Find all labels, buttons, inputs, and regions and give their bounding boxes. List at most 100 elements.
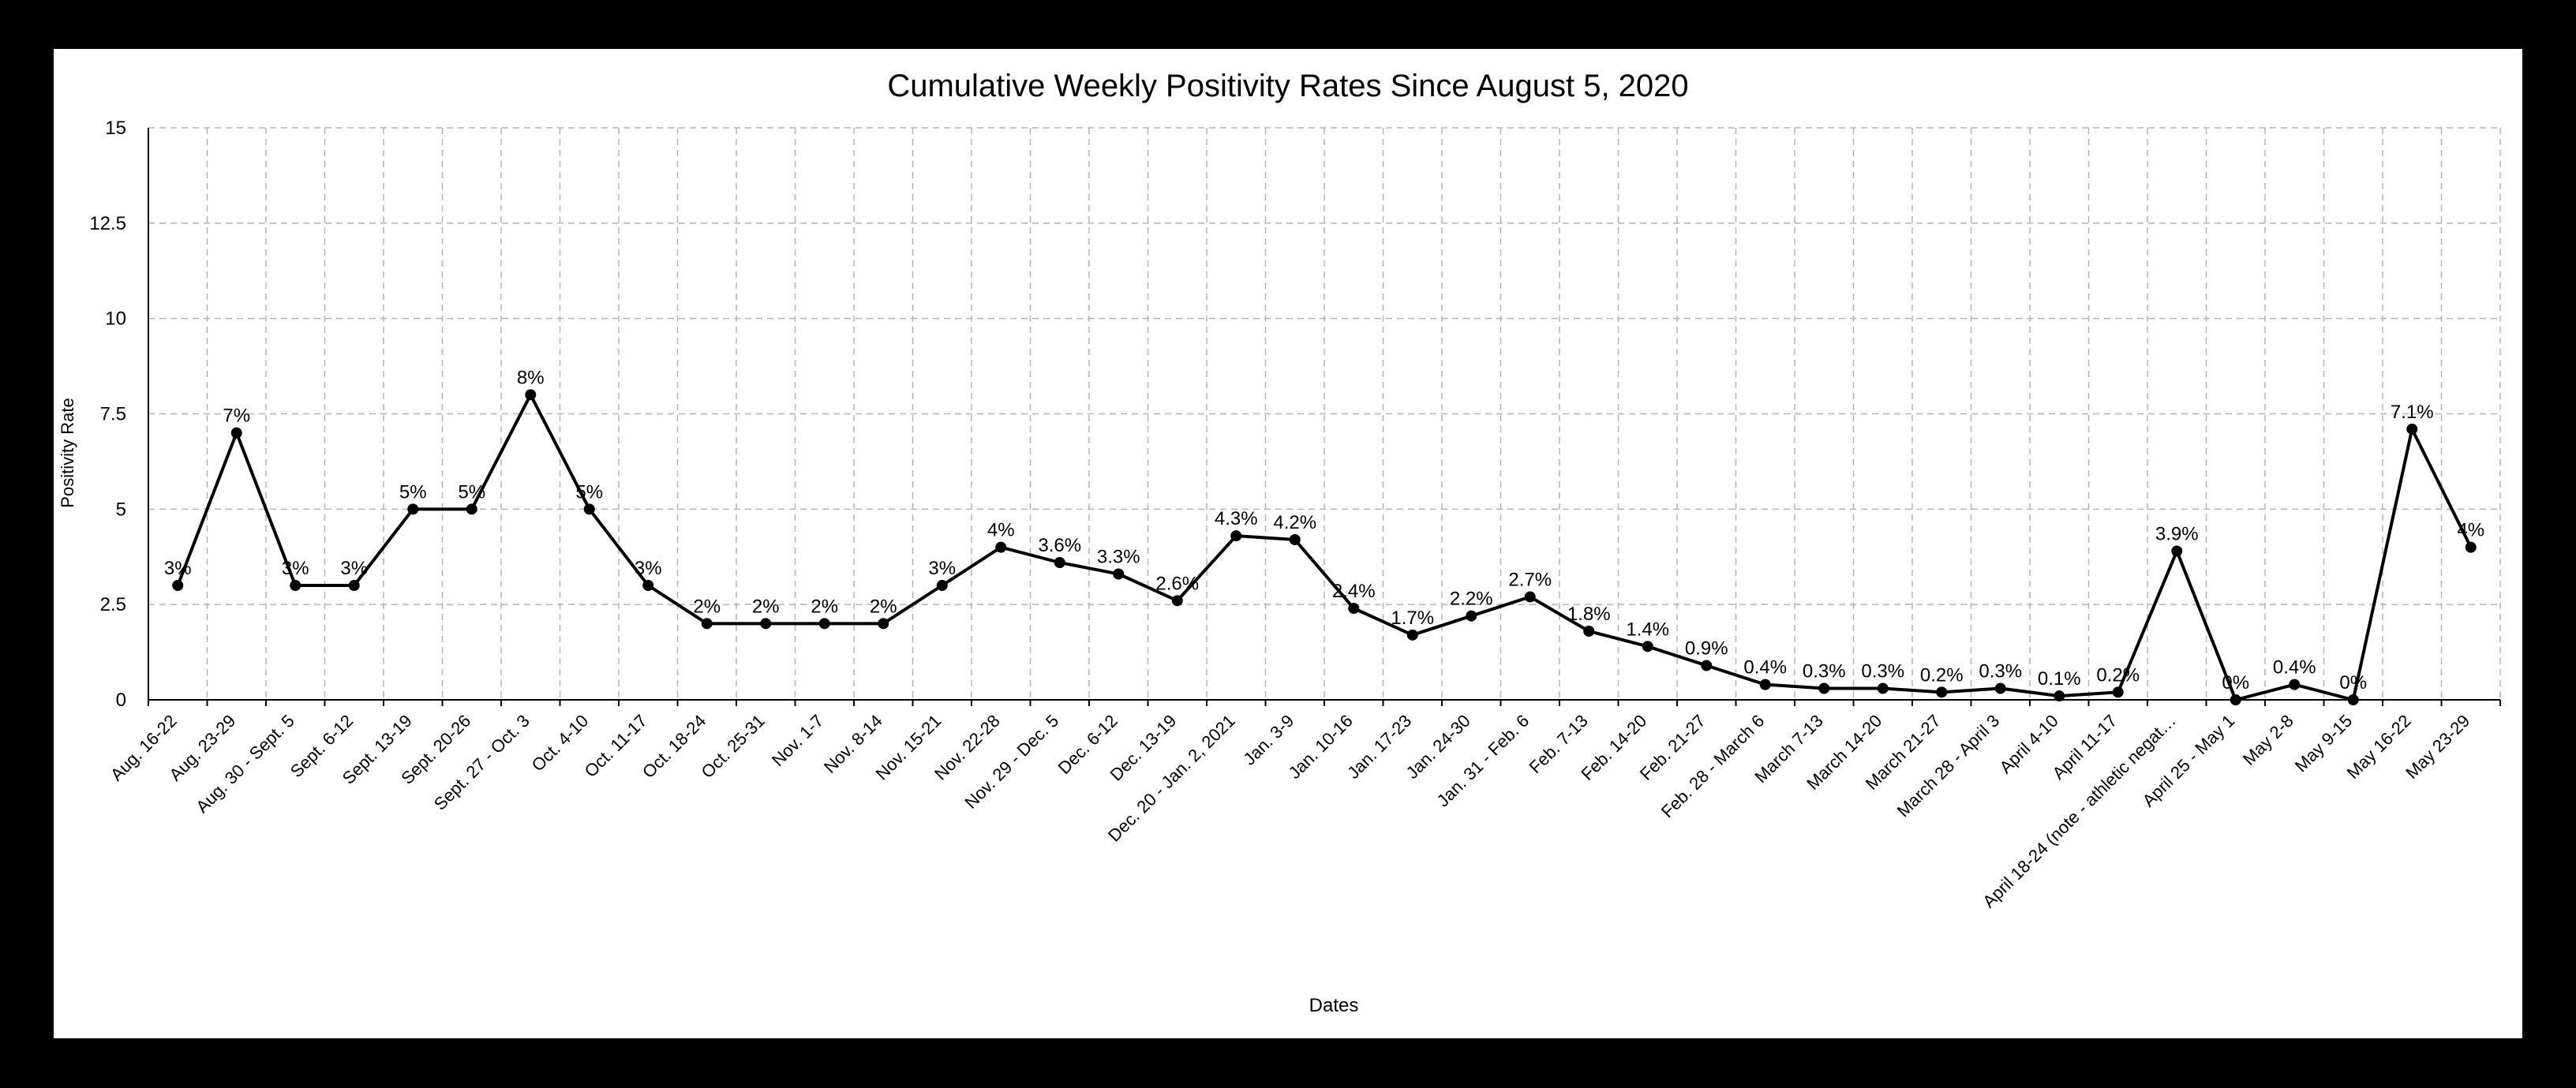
data-label: 0.3% [1861, 661, 1904, 682]
data-point [701, 618, 713, 630]
data-label: 3.3% [1097, 547, 1140, 568]
data-point [995, 541, 1007, 553]
data-point [2171, 545, 2183, 557]
data-point [1113, 568, 1125, 580]
data-label: 0.2% [2096, 664, 2140, 686]
x-axis-label: Dates [1309, 995, 1359, 1016]
data-label: 2% [752, 596, 780, 617]
data-point [1759, 679, 1771, 690]
data-point [1701, 660, 1713, 671]
data-label: 4% [2457, 520, 2484, 541]
data-label: 2% [870, 596, 897, 617]
data-label: 0% [2339, 672, 2367, 694]
data-label: 7.1% [2391, 402, 2434, 423]
x-tick-label: Jan. 3-9 [1239, 711, 1297, 769]
data-point [1348, 603, 1360, 614]
data-label: 0.4% [2273, 657, 2316, 679]
data-label: 2.4% [1332, 581, 1376, 602]
data-label: 3% [928, 558, 956, 579]
data-point [642, 580, 654, 591]
data-point [2406, 423, 2418, 435]
data-point [2289, 679, 2301, 690]
data-label: 0.3% [1803, 661, 1846, 682]
x-tick-label: Nov. 1-7 [768, 711, 827, 770]
data-label: 0.1% [2038, 668, 2081, 690]
data-point [1406, 629, 1418, 641]
data-point [1054, 557, 1065, 568]
y-tick-label: 10 [105, 308, 126, 330]
data-point [760, 618, 772, 630]
y-tick-label: 15 [105, 118, 126, 139]
data-point [1524, 591, 1536, 603]
chart-panel: Cumulative Weekly Positivity Rates Since… [54, 49, 2522, 1038]
data-label: 0.9% [1685, 638, 1728, 660]
y-tick-label: 12.5 [89, 213, 126, 234]
x-tick-label: Feb. 28 - March 6 [1657, 711, 1768, 821]
data-labels: 3% 7% 3% 3% 5% 5% 8% 5% 3% 2% 2% 2% 2% 3% 4% 3.6% 3.3% 2.… [164, 367, 2484, 694]
x-tick-label: May 23-29 [2402, 711, 2473, 783]
line-chart: Cumulative Weekly Positivity Rates Since… [58, 69, 2501, 1016]
data-point [466, 503, 477, 515]
data-point [2112, 686, 2124, 698]
data-label: 3% [635, 558, 662, 579]
data-label: 4.3% [1215, 508, 1258, 529]
y-tick-label: 2.5 [100, 594, 126, 615]
data-label: 0.3% [1979, 661, 2022, 682]
data-label: 3.9% [2155, 524, 2199, 545]
data-label: 0.2% [1920, 664, 1964, 686]
data-point [1583, 626, 1595, 637]
data-point [230, 427, 242, 439]
y-tick-label: 7.5 [100, 404, 126, 425]
x-tick-label: Aug. 30 - Sept. 5 [192, 711, 298, 817]
data-point [525, 389, 537, 401]
gridlines [148, 127, 2501, 700]
x-tick-label: Oct. 25-31 [697, 711, 768, 782]
data-point [878, 618, 889, 630]
data-label: 5% [458, 481, 485, 503]
data-label: 0.4% [1743, 657, 1787, 679]
data-point [290, 580, 301, 591]
data-point [407, 503, 419, 515]
data-label: 2.2% [1450, 589, 1493, 610]
series-line [176, 393, 2473, 701]
data-point [2054, 690, 2065, 702]
data-label: 8% [517, 367, 545, 388]
data-label: 7% [223, 406, 250, 427]
y-tick-label: 0 [116, 690, 126, 711]
data-label: 4.2% [1273, 512, 1316, 533]
axes [148, 128, 2501, 706]
chart-title: Cumulative Weekly Positivity Rates Since… [887, 69, 1688, 103]
data-label: 1.8% [1567, 604, 1611, 625]
data-label: 2.7% [1508, 570, 1552, 591]
data-label: 2% [811, 596, 838, 617]
y-tick-label: 5 [116, 499, 126, 520]
data-point [2347, 694, 2359, 705]
data-label: 5% [575, 481, 603, 503]
data-point [1877, 682, 1889, 694]
series-group [172, 389, 2477, 705]
data-point [583, 503, 595, 515]
data-label: 3% [340, 558, 368, 579]
data-point [1818, 682, 1830, 694]
x-tick-label: Oct. 18-24 [638, 711, 710, 782]
data-label: 4% [987, 520, 1015, 541]
x-tick-label: May 2-8 [2239, 711, 2297, 769]
data-label: 3.6% [1038, 535, 1081, 556]
data-label: 1.7% [1391, 608, 1434, 629]
data-point [1289, 534, 1301, 545]
data-label: 3% [164, 558, 192, 579]
data-label: 1.4% [1626, 619, 1669, 640]
data-point [1642, 641, 1653, 652]
data-point [2465, 541, 2477, 553]
data-point [1936, 686, 1948, 698]
data-point [348, 580, 360, 591]
data-label: 3% [282, 558, 309, 579]
data-point [818, 618, 830, 630]
data-label: 2% [693, 596, 721, 617]
data-label: 0% [2222, 672, 2249, 694]
data-point [936, 580, 948, 591]
x-tick-label: March 28 - April 3 [1893, 711, 2004, 821]
data-point [172, 580, 184, 591]
data-point [2230, 694, 2241, 705]
